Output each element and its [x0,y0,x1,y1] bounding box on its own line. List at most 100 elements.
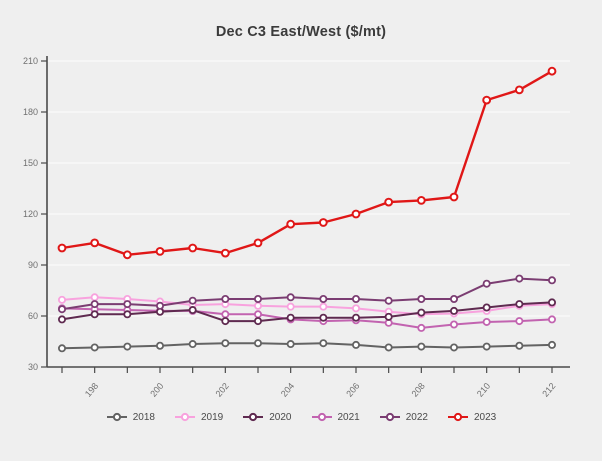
data-point-2021 [548,315,557,324]
data-point-2021 [515,317,524,326]
legend-label: 2020 [269,411,292,423]
data-point-2018 [123,342,132,351]
y-tick-label: 210 [23,56,38,66]
data-point-2022 [188,296,197,305]
data-point-2020 [319,313,328,322]
data-point-2020 [253,317,262,326]
data-point-2021 [253,310,262,319]
data-point-2020 [351,313,360,322]
x-axis-ticks: 198 200 202 204 206 208 210 212 [61,367,558,399]
data-point-2020 [90,310,99,319]
data-point-2023 [188,243,198,253]
legend-item-2022[interactable]: 2022 [379,411,428,423]
series-2023 [57,66,557,260]
data-point-2018 [351,340,360,349]
data-point-2020 [515,300,524,309]
data-point-2020 [482,303,491,312]
legend-label: 2018 [132,411,155,423]
series-2020 [58,298,557,326]
data-point-2020 [188,306,197,315]
legend-label: 2021 [337,411,360,423]
data-point-2018 [286,340,295,349]
data-point-2023 [57,243,67,253]
data-point-2020 [286,313,295,322]
data-point-2020 [548,298,557,307]
data-point-2022 [449,294,458,303]
data-point-2018 [548,340,557,349]
series-2018 [58,339,557,353]
data-point-2023 [449,192,459,202]
data-point-2021 [482,317,491,326]
legend-item-2023[interactable]: 2023 [447,411,496,423]
data-point-2020 [417,308,426,317]
data-point-2020 [123,310,132,319]
data-point-2019 [319,302,328,311]
data-point-2020 [58,315,67,324]
chart-title: Dec C3 East/West ($/mt) [215,24,387,40]
legend-label: 2023 [474,411,497,423]
legend-item-2019[interactable]: 2019 [174,411,223,423]
data-point-2023 [286,219,296,229]
series-2022 [58,274,557,314]
legend-item-2021[interactable]: 2021 [311,411,360,423]
data-point-2023 [514,85,524,95]
x-tick-label: 206 [344,381,361,399]
data-point-2019 [253,301,262,310]
data-point-2018 [482,342,491,351]
data-point-2022 [351,294,360,303]
y-tick-label: 150 [23,158,38,168]
data-point-2022 [482,279,491,288]
y-tick-label: 90 [28,260,38,270]
data-point-2023 [90,238,100,248]
data-point-2023 [351,209,361,219]
legend-marker-icon [311,412,332,422]
data-point-2018 [449,343,458,352]
axes [46,56,570,368]
legend-label: 2019 [201,411,224,423]
y-tick-label: 180 [23,107,38,117]
legend-marker-icon [106,412,127,422]
data-point-2022 [548,276,557,285]
data-point-2018 [155,341,164,350]
data-point-2022 [515,274,524,283]
legend-marker-icon [243,412,264,422]
line-chart-canvas: 30 60 90 120 150 180 210 198 200 202 204 206 208 210 2… [23,56,570,399]
chart-legend: 2018 2019 2020 2021 2022 2023 [0,411,602,423]
y-tick-label: 30 [28,362,38,372]
data-point-2023 [547,66,557,76]
data-point-2022 [221,294,230,303]
data-point-2018 [221,339,230,348]
data-point-2021 [417,323,426,332]
x-tick-label: 202 [214,381,231,399]
data-point-2020 [449,306,458,315]
data-point-2018 [515,341,524,350]
data-point-2022 [58,305,67,314]
legend-item-2020[interactable]: 2020 [242,411,292,423]
data-point-2019 [90,293,99,302]
x-tick-label: 198 [83,381,100,399]
y-axis-ticks: 30 60 90 120 150 180 210 [23,56,47,372]
data-point-2023 [416,196,426,205]
data-point-2018 [90,343,99,352]
data-point-2018 [384,343,393,352]
legend-marker-icon [175,412,195,422]
data-point-2018 [58,344,67,353]
x-tick-label: 210 [475,381,492,399]
data-point-2022 [384,296,393,305]
y-tick-label: 120 [23,209,38,219]
data-point-2022 [417,294,426,303]
x-tick-label: 204 [279,381,296,399]
data-point-2022 [90,300,99,309]
data-point-2022 [319,294,328,303]
data-point-2023 [253,238,263,248]
data-point-2023 [155,247,165,256]
x-tick-label: 208 [410,381,427,399]
data-point-2021 [221,310,230,319]
x-tick-label: 200 [148,381,165,399]
data-point-2022 [253,294,262,303]
data-point-2019 [351,304,360,313]
data-point-2022 [123,300,132,309]
data-point-2021 [449,320,458,329]
x-tick-label: 212 [540,381,557,399]
legend-item-2018[interactable]: 2018 [106,411,155,423]
